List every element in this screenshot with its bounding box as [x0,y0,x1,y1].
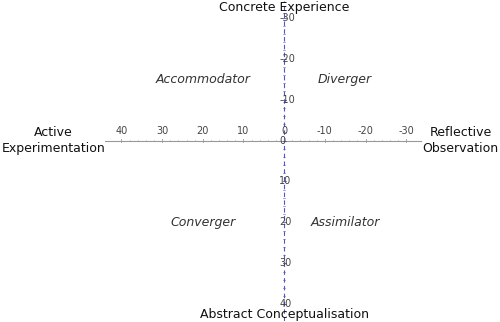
Text: 40: 40 [116,126,128,136]
Text: -30: -30 [398,126,414,136]
Text: 20: 20 [280,217,291,227]
Text: Active
Experimentation: Active Experimentation [2,126,105,155]
Text: Accommodator: Accommodator [156,73,250,86]
Text: 10: 10 [238,126,250,136]
Text: -10: -10 [317,126,332,136]
Text: 20: 20 [196,126,209,136]
Text: Reflective
Observation: Reflective Observation [422,126,498,155]
Text: -20: -20 [358,126,374,136]
Text: Assimilator: Assimilator [310,216,380,229]
Text: 30: 30 [156,126,168,136]
Text: 10: 10 [280,176,291,186]
Text: 40: 40 [280,299,291,309]
Text: Concrete Experience: Concrete Experience [219,1,350,14]
Text: Converger: Converger [170,216,235,229]
Text: -20: -20 [280,54,295,64]
Text: 0: 0 [280,136,285,146]
Text: 0: 0 [281,126,287,136]
Text: 30: 30 [280,258,291,268]
Text: -30: -30 [280,13,295,23]
Text: Abstract Conceptualisation: Abstract Conceptualisation [200,308,368,321]
Text: Diverger: Diverger [318,73,372,86]
Text: -10: -10 [280,95,295,105]
